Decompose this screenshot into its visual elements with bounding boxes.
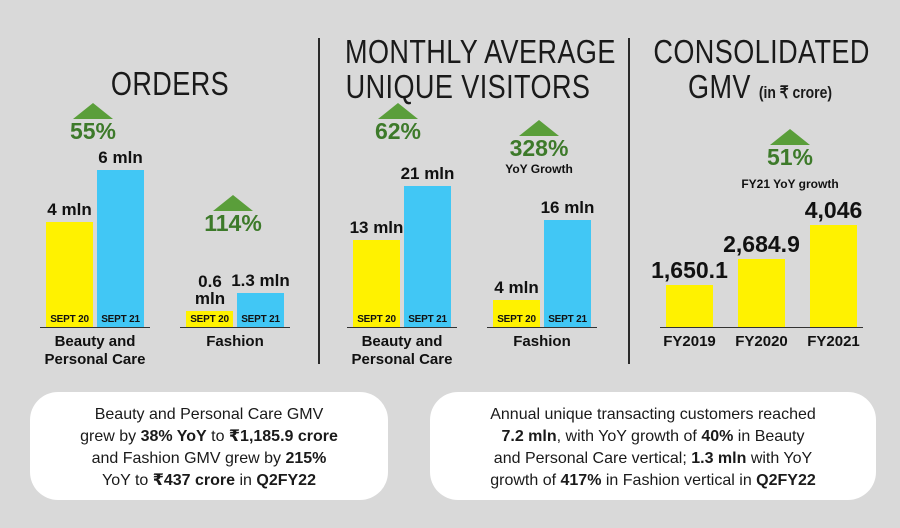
bar-sept21 [97, 169, 144, 327]
growth-arrow-icon [213, 195, 253, 211]
note-right-text: in Beauty [733, 428, 805, 445]
axis-baseline [487, 327, 597, 328]
gmv-bar-fy2020 [738, 259, 785, 327]
gmv-bar-fy2019 [666, 285, 713, 327]
note-right-line4: growth of 417% in Fashion vertical in Q2… [430, 470, 876, 492]
bar-sept20 [186, 311, 233, 327]
gmv-growth-note: FY21 YoY growth [741, 177, 839, 191]
bar-sept20 [493, 300, 540, 327]
note-left-highlight: ₹437 crore [152, 472, 236, 489]
axis-baseline [180, 327, 290, 328]
growth-note: YoY Growth [505, 162, 573, 176]
note-left-line4: YoY to ₹437 crore in Q2FY22 [30, 470, 388, 492]
growth-percent: 328% [509, 135, 569, 161]
bar-tag: SEPT 20 [357, 314, 396, 325]
bar-tag: SEPT 21 [548, 314, 587, 325]
growth-percent: 62% [374, 118, 422, 144]
growth-percent: 55% [69, 118, 117, 144]
orders-title: ORDERS [110, 65, 230, 102]
note-left-text: grew by [80, 428, 141, 445]
bar-sept20 [46, 222, 93, 327]
axis-baseline [347, 327, 457, 328]
gmv-value-label: 1,650.1 [651, 257, 728, 284]
bar-sept21 [404, 186, 451, 327]
visitors-title-line2: UNIQUE VISITORS [345, 68, 591, 105]
note-left-line3: and Fashion GMV grew by 215% [30, 448, 388, 470]
note-left-text: YoY to [102, 472, 153, 489]
bar-sept20 [353, 239, 400, 327]
note-right-line1: Annual unique transacting customers reac… [490, 406, 816, 423]
gmv-growth-arrow-icon [770, 129, 810, 145]
gmv-title-line2: GMV [688, 68, 751, 105]
note-right-line2: 7.2 mln, with YoY growth of 40% in Beaut… [430, 426, 876, 448]
note-right-highlight: Q2FY22 [756, 472, 816, 489]
note-box-left: Beauty and Personal Care GMV grew by 38%… [30, 392, 388, 500]
note-right-text: , with YoY growth of [556, 428, 702, 445]
bar-value-label: 1.3 mln [231, 270, 290, 290]
note-left-text: in [235, 472, 257, 489]
bar-sept21 [237, 292, 284, 327]
category-label: Fashion [513, 333, 571, 350]
note-left-line1: Beauty and Personal Care GMV [94, 406, 324, 423]
gmv-title-unit: (in ₹ crore) [758, 83, 832, 102]
visitors-title: MONTHLY AVERAGE UNIQUE VISITORS [345, 33, 616, 105]
divider-left [318, 38, 320, 364]
note-right-text: in Fashion vertical in [601, 472, 757, 489]
bar-tag: SEPT 21 [241, 314, 280, 325]
gmv-growth-percent: 51% [766, 144, 814, 170]
gmv-title-line1: CONSOLIDATED [653, 33, 870, 70]
note-left-highlight: 38% YoY [140, 428, 207, 445]
axis-baseline [40, 327, 150, 328]
growth-arrow-icon [73, 103, 113, 119]
note-right-highlight: 7.2 mln [501, 428, 557, 445]
note-left-text: to [206, 428, 229, 445]
category-label: Beauty and Personal Care [44, 333, 146, 368]
gmv-bar-fy2021 [810, 224, 857, 327]
category-label: Beauty and Personal Care [351, 333, 453, 368]
gmv-value-label: 2,684.9 [723, 231, 800, 258]
bar-tag: SEPT 21 [101, 314, 140, 325]
note-left-highlight: Q2FY22 [256, 472, 316, 489]
note-right-text: growth of [490, 472, 561, 489]
bar-value-label: 21 mln [400, 164, 455, 184]
gmv-title-line2-wrap: GMV (in ₹ crore) [653, 69, 866, 110]
bar-value-label: 4 mln [494, 278, 539, 298]
bar-value-label: 6 mln [98, 147, 143, 167]
note-right-highlight: 40% [701, 428, 734, 445]
bar-tag: SEPT 20 [497, 314, 536, 325]
category-label: Fashion [206, 333, 264, 350]
note-right-text: with YoY [746, 450, 813, 467]
gmv-value-label: 4,046 [804, 196, 863, 223]
note-right-text: and Personal Care vertical; [493, 450, 692, 467]
note-right-highlight: 1.3 mln [691, 450, 747, 467]
bar-value-label: 16 mln [540, 197, 595, 217]
bar-value-label: 0.6 mln [194, 272, 226, 309]
gmv-title: CONSOLIDATED GMV (in ₹ crore) [653, 33, 870, 110]
note-left-text: and Fashion GMV grew by [91, 450, 286, 467]
note-right-line3: and Personal Care vertical; 1.3 mln with… [430, 448, 876, 470]
note-left-highlight: 215% [285, 450, 327, 467]
growth-arrow-icon [519, 120, 559, 136]
note-right-highlight: 417% [560, 472, 602, 489]
bar-tag: SEPT 21 [408, 314, 447, 325]
bar-tag: SEPT 20 [190, 314, 229, 325]
bar-tag: SEPT 20 [50, 314, 89, 325]
note-left-line2: grew by 38% YoY to ₹1,185.9 crore [30, 426, 388, 448]
gmv-category-label: FY2021 [807, 333, 860, 350]
note-box-right: Annual unique transacting customers reac… [430, 392, 876, 500]
gmv-axis-baseline [660, 327, 863, 328]
bar-sept21 [544, 219, 591, 327]
gmv-category-label: FY2020 [735, 333, 788, 350]
bar-value-label: 4 mln [47, 200, 92, 220]
growth-percent: 114% [204, 210, 262, 236]
note-left-highlight: ₹1,185.9 crore [228, 428, 338, 445]
gmv-category-label: FY2019 [663, 333, 716, 350]
bar-value-label: 13 mln [349, 217, 404, 237]
growth-arrow-icon [378, 103, 418, 119]
visitors-title-line1: MONTHLY AVERAGE [345, 33, 616, 70]
divider-right [628, 38, 630, 364]
